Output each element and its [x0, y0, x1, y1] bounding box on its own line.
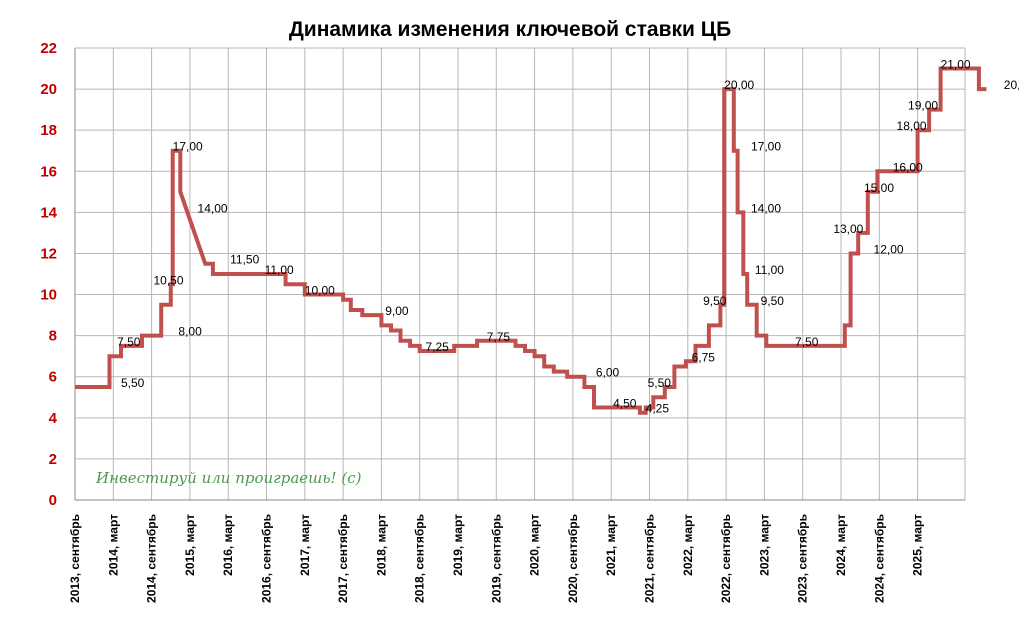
- data-label: 4,50: [613, 397, 637, 411]
- x-tick-label: 2020, март: [528, 514, 542, 576]
- x-axis-ticks: 2013, сентябрь 2014, март 2014, сентябрь 20…: [68, 514, 925, 603]
- data-label: 4,25: [646, 402, 670, 416]
- y-tick-label: 18: [40, 122, 57, 139]
- data-label: 6,75: [692, 350, 716, 364]
- y-tick-label: 0: [49, 492, 57, 509]
- data-label: 16,00: [893, 160, 923, 174]
- y-axis-ticks: 0 2 4 6 8 10 12 14 16 18 20 22: [40, 40, 57, 509]
- x-tick-label: 2014, сентябрь: [145, 514, 159, 603]
- y-tick-label: 20: [40, 81, 57, 98]
- x-tick-label: 2017, март: [298, 514, 312, 576]
- data-label: 6,00: [596, 366, 620, 380]
- x-tick-label: 2017, сентябрь: [336, 514, 350, 603]
- data-label: 15,00: [864, 181, 894, 195]
- x-tick-label: 2022, сентябрь: [719, 514, 733, 603]
- data-label: 21,00: [941, 58, 971, 72]
- y-tick-label: 10: [40, 287, 57, 304]
- x-tick-label: 2024, сентябрь: [872, 514, 886, 603]
- data-label: 14,00: [751, 201, 781, 215]
- data-label: 7,50: [795, 335, 819, 349]
- watermark: Инвестируй или проиграешь! (с): [95, 469, 362, 487]
- data-label: 18,00: [897, 119, 927, 133]
- x-tick-label: 2016, март: [221, 514, 235, 576]
- x-tick-label: 2020, сентябрь: [566, 514, 580, 603]
- y-tick-label: 12: [40, 245, 57, 262]
- data-label: 11,00: [265, 263, 294, 277]
- data-label: 9,50: [761, 294, 785, 308]
- x-tick-label: 2019, сентябрь: [489, 514, 503, 603]
- data-label: 5,50: [121, 376, 145, 390]
- series: [75, 66, 987, 415]
- data-label: 9,00: [385, 304, 409, 318]
- data-label: 13,00: [833, 222, 863, 236]
- x-tick-label: 2019, март: [451, 514, 465, 576]
- data-label: 14,00: [198, 201, 228, 215]
- data-label: 11,50: [230, 253, 259, 267]
- x-tick-label: 2022, март: [681, 514, 695, 576]
- data-label: 10,00: [305, 284, 335, 298]
- x-tick-label: 2023, март: [757, 514, 771, 576]
- x-tick-label: 2018, март: [374, 514, 388, 576]
- chart-title: Динамика изменения ключевой ставки ЦБ: [289, 18, 731, 41]
- x-tick-label: 2025, март: [911, 514, 925, 576]
- x-tick-label: 2014, март: [106, 514, 120, 576]
- x-tick-label: 2013, сентябрь: [68, 514, 82, 603]
- key-rate-line: [75, 66, 987, 415]
- data-label: 12,00: [874, 242, 904, 256]
- y-tick-label: 22: [40, 40, 57, 57]
- y-tick-label: 2: [49, 451, 57, 468]
- y-tick-label: 4: [49, 410, 58, 427]
- x-tick-label: 2024, март: [834, 514, 848, 576]
- data-label: 8,00: [178, 325, 202, 339]
- y-tick-label: 8: [49, 328, 57, 345]
- data-labels: 7,50 5,50 10,50 8,00 17,00 14,00 11,50 11,00 10,…: [117, 58, 1019, 416]
- data-label: 7,50: [117, 335, 141, 349]
- data-label: 19,00: [908, 99, 938, 113]
- data-label: 9,50: [703, 294, 727, 308]
- data-label: 11,00: [755, 263, 784, 277]
- data-label: 7,75: [487, 330, 511, 344]
- x-tick-label: 2021, сентябрь: [643, 514, 657, 603]
- x-tick-label: 2018, сентябрь: [413, 514, 427, 603]
- y-tick-label: 14: [40, 204, 57, 221]
- axes: [74, 48, 965, 501]
- data-label: 10,50: [154, 273, 184, 287]
- x-tick-label: 2015, март: [183, 514, 197, 576]
- data-label: 7,25: [425, 340, 449, 354]
- x-tick-label: 2021, март: [604, 514, 618, 576]
- y-tick-label: 6: [49, 369, 57, 386]
- y-tick-label: 16: [40, 163, 57, 180]
- data-label: 20,00: [724, 78, 754, 92]
- grid: [74, 47, 966, 500]
- data-label: 17,00: [173, 140, 203, 154]
- x-tick-label: 2016, сентябрь: [260, 514, 274, 603]
- data-label: 5,50: [648, 376, 672, 390]
- data-label: 20,00: [1004, 78, 1019, 92]
- x-tick-label: 2023, сентябрь: [796, 514, 810, 603]
- data-label: 17,00: [751, 140, 781, 154]
